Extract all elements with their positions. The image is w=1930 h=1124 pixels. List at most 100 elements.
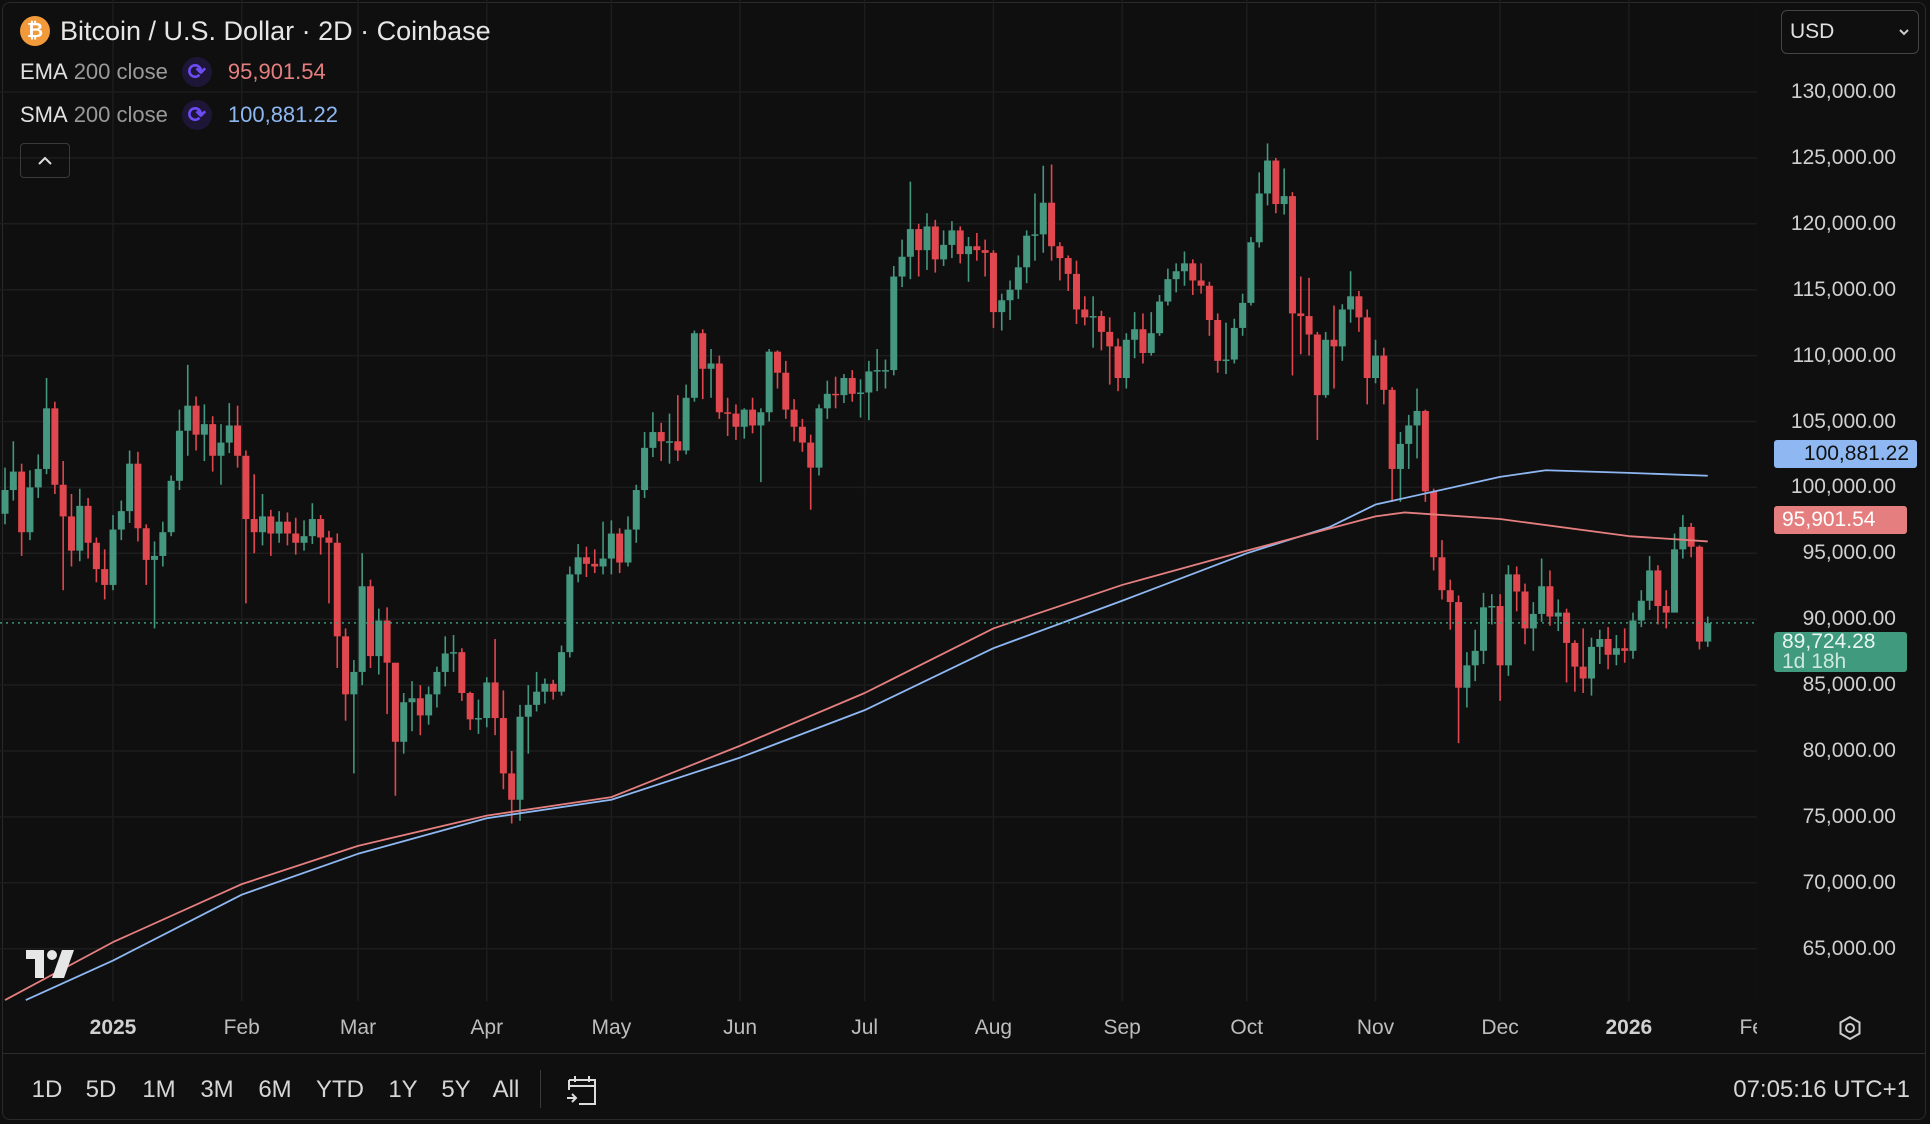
candle-body [1230,327,1238,360]
candle [715,355,723,419]
price-chart[interactable] [0,0,1757,1001]
candle-body [566,574,574,653]
candle-body [1463,665,1471,688]
candle-body [250,519,258,533]
candle-body [1089,316,1097,318]
candle-body [549,683,557,692]
time-tick-label: Aug [974,1016,1013,1039]
candle-body [483,682,491,719]
candle [798,418,806,452]
candle [549,679,557,700]
candle-body [732,413,740,427]
candle [940,230,948,266]
candle-body [209,424,217,456]
time-axis[interactable]: 2025 Feb Mar Apr May Jun Jul Aug Sep Oct Nov Dec 202… [0,1000,1757,1052]
candle-body [1488,606,1496,608]
indicator-value: 100,881.22 [227,101,338,127]
candle-body [391,662,399,742]
candle-body [649,432,657,448]
candle [1554,599,1562,632]
candle-body [1363,317,1371,379]
candle-body [458,652,466,694]
candle [416,685,424,736]
candle [1604,627,1612,670]
candle-body [1355,296,1363,318]
candle-body [84,505,92,543]
candle [117,500,125,541]
range-5y-button[interactable]: 5Y [441,1076,471,1103]
candle [325,530,333,604]
candle-body [1687,526,1695,547]
candle [9,441,17,501]
last-price-label: 89,724.28 1d 18h [1774,631,1907,673]
sync-icon[interactable]: ⟳ [181,56,212,87]
candle-body [782,372,790,410]
candle-body [126,463,134,512]
indicator-value: 95,901.54 [227,58,326,84]
range-all-button[interactable]: All [492,1076,520,1103]
candle-body [1205,285,1213,321]
candle-body [541,683,549,692]
candle-body [1538,586,1546,614]
candle-body [1097,316,1105,332]
candle [832,376,840,409]
gear-icon[interactable] [1837,1015,1863,1041]
candle [965,236,973,282]
time-tick-label: Dec [1481,1016,1519,1039]
candle [1330,305,1338,389]
range-3m-button[interactable]: 3M [200,1076,234,1103]
candle [275,511,283,543]
range-1d-button[interactable]: 1D [31,1076,63,1103]
candle [26,470,34,541]
candle-body [582,557,590,564]
candle-body [1513,574,1521,592]
candle [591,549,599,574]
range-5d-button[interactable]: 5D [85,1076,117,1103]
candle [574,544,582,583]
time-tick-label: Jun [723,1016,758,1039]
candle-body [26,487,34,533]
candle-body [134,463,142,529]
candle [333,533,341,668]
candle-body [998,300,1006,313]
candle [632,484,640,543]
candle-body [1264,160,1272,194]
candle [425,686,433,725]
candle [1546,570,1554,626]
candle-body [275,521,283,534]
candle-body [1380,355,1388,390]
candle [217,424,225,485]
currency-select[interactable]: USD [1781,10,1919,54]
candle [981,239,989,277]
candle-body [76,505,84,551]
candle [483,677,491,728]
time-tick-label: 2025 [89,1016,137,1039]
candle [192,396,200,451]
range-1y-button[interactable]: 1Y [388,1076,418,1103]
calendar-goto-icon[interactable] [565,1072,601,1108]
candle [1106,317,1114,385]
collapse-legend-button[interactable] [20,143,70,178]
candle-body [366,586,374,657]
candle [782,360,790,419]
candle [533,671,541,712]
candle-body [308,519,316,537]
range-6m-button[interactable]: 6M [258,1076,292,1103]
candle-body [881,370,889,372]
symbol-title[interactable]: Bitcoin / U.S. Dollar · 2D · Coinbase [60,15,491,46]
range-1m-button[interactable]: 1M [142,1076,176,1103]
candle-body [1571,642,1579,667]
indicator-sma[interactable]: SMA 200 close ⟳ 100,881.22 [20,93,491,136]
candle-body [450,652,458,654]
indicator-ema[interactable]: EMA 200 close ⟳ 95,901.54 [20,50,491,93]
clock-timezone[interactable]: 07:05:16 UTC+1 [1733,1076,1910,1103]
candle-body [599,558,607,567]
candle-body [67,516,75,551]
candle [1006,280,1014,321]
candle [1471,629,1479,682]
range-ytd-button[interactable]: YTD [316,1076,364,1103]
candle-body [956,230,964,255]
candle-body [1048,202,1056,247]
candle [790,399,798,442]
sync-icon[interactable]: ⟳ [181,99,212,130]
